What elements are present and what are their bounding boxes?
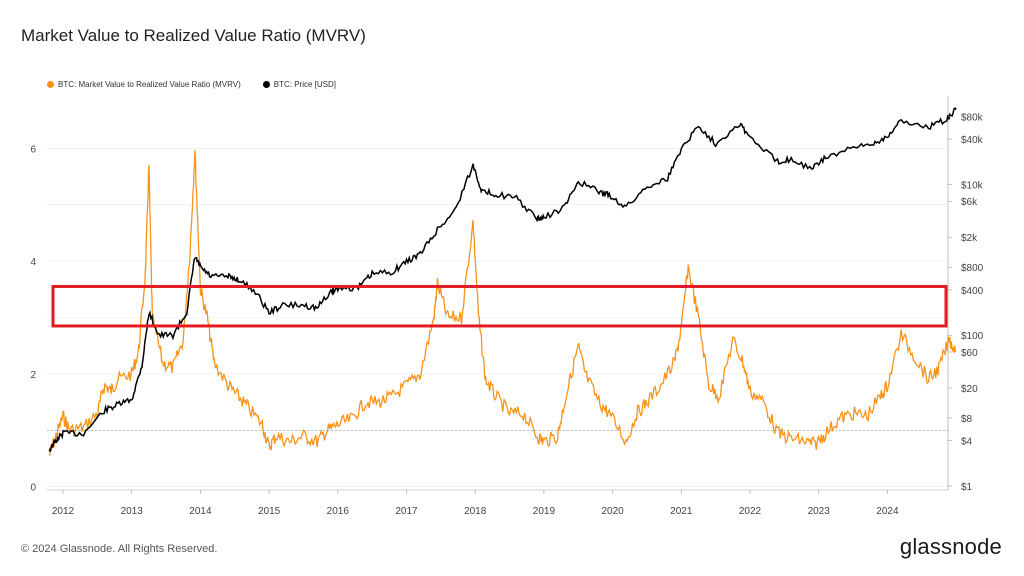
page-title: Market Value to Realized Value Ratio (MV… <box>21 26 366 45</box>
x-tick-label: 2022 <box>739 506 762 517</box>
x-tick-label: 2016 <box>327 506 350 517</box>
legend-item-price[interactable]: BTC: Price [USD] <box>262 80 336 89</box>
x-tick-label: 2019 <box>533 506 556 517</box>
right-tick-label: $2k <box>961 233 978 244</box>
price-legend-dot-icon <box>262 81 270 88</box>
highlight-band-rect <box>51 284 948 328</box>
x-tick-label: 2013 <box>121 506 144 517</box>
x-tick-label: 2020 <box>601 506 624 517</box>
x-axis-ticks: 2012 2013 2014 2015 2016 2017 2018 2019 2020 2021… <box>52 490 899 517</box>
x-tick-label: 2018 <box>464 506 487 517</box>
mvrv-legend-dot-icon <box>47 81 54 88</box>
right-tick-label: $80k <box>961 112 984 123</box>
legend-label-mvrv: BTC: Market Value to Realized Value Rati… <box>58 80 241 89</box>
x-tick-label: 2014 <box>189 506 212 517</box>
x-tick-label: 2024 <box>876 506 899 517</box>
left-axis-ticks: 0 2 4 6 <box>30 144 36 493</box>
price-series-line <box>48 107 957 453</box>
right-tick-label: $400 <box>961 286 984 297</box>
right-tick-label: $60 <box>961 348 978 359</box>
right-tick-label: $800 <box>961 263 984 274</box>
legend-label-price: BTC: Price [USD] <box>273 80 336 89</box>
right-axis-ticks: $1 $4 $8 $20 $60 $100 $400 $800 $2k $6k $10k $40k $8… <box>948 112 984 493</box>
x-tick-label: 2015 <box>258 506 281 517</box>
left-tick-label: 2 <box>30 370 36 381</box>
x-tick-label: 2012 <box>52 506 75 517</box>
right-tick-label: $6k <box>961 197 978 208</box>
right-tick-label: $20 <box>961 384 978 395</box>
right-tick-label: $40k <box>961 135 984 146</box>
chart-legend: BTC: Market Value to Realized Value Rati… <box>47 80 336 89</box>
legend-item-mvrv[interactable]: BTC: Market Value to Realized Value Rati… <box>47 80 241 89</box>
right-tick-label: $10k <box>961 180 984 191</box>
left-tick-label: 6 <box>30 144 36 155</box>
right-tick-label: $100 <box>961 331 984 342</box>
x-tick-label: 2017 <box>395 506 418 517</box>
x-tick-label: 2021 <box>670 506 693 517</box>
right-tick-label: $4 <box>961 437 973 448</box>
mvrv-series-line <box>48 150 957 456</box>
left-tick-label: 4 <box>30 257 36 268</box>
right-tick-label: $8 <box>961 414 973 425</box>
left-tick-label: 0 <box>30 483 36 494</box>
x-tick-label: 2023 <box>808 506 831 517</box>
glassnode-logo: glassnode <box>899 534 1002 559</box>
grid-lines <box>47 148 948 488</box>
right-tick-label: $1 <box>961 482 973 493</box>
copyright-footer: © 2024 Glassnode. All Rights Reserved. <box>21 543 218 555</box>
